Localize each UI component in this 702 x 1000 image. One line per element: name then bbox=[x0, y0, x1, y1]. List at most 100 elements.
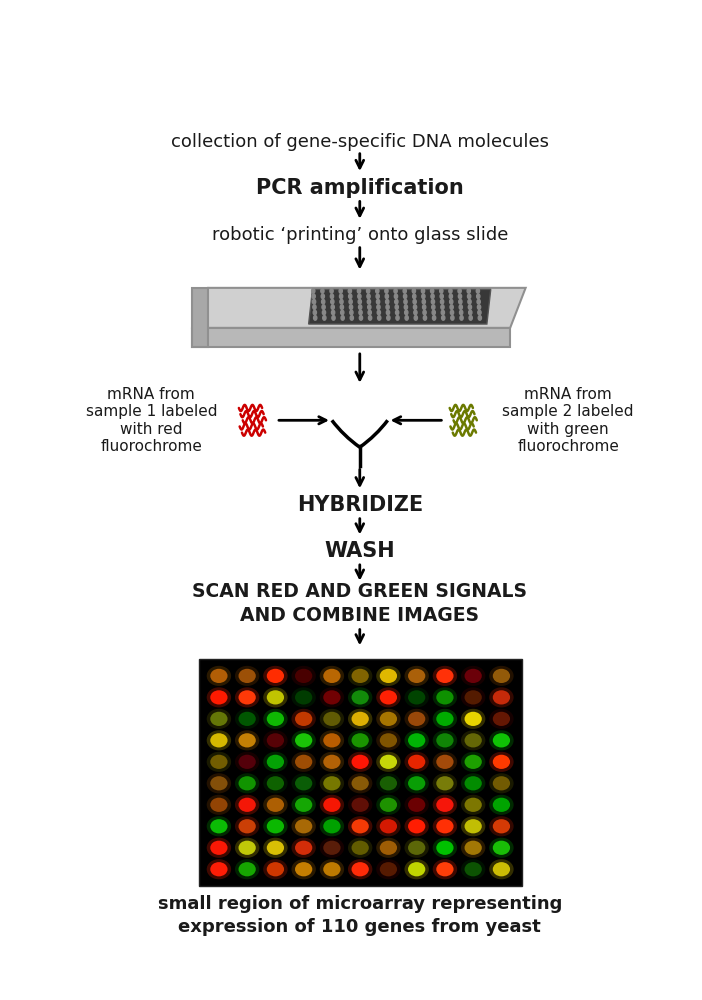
Ellipse shape bbox=[348, 666, 372, 686]
Ellipse shape bbox=[352, 690, 369, 705]
Ellipse shape bbox=[465, 776, 482, 790]
Ellipse shape bbox=[206, 795, 231, 815]
Circle shape bbox=[313, 310, 317, 315]
Ellipse shape bbox=[319, 752, 344, 772]
Ellipse shape bbox=[436, 733, 453, 747]
Ellipse shape bbox=[380, 819, 397, 833]
Ellipse shape bbox=[461, 795, 485, 815]
Ellipse shape bbox=[408, 776, 425, 790]
Circle shape bbox=[458, 299, 462, 304]
Circle shape bbox=[477, 299, 480, 304]
Circle shape bbox=[331, 299, 334, 304]
Circle shape bbox=[323, 316, 326, 320]
Ellipse shape bbox=[323, 733, 340, 747]
Circle shape bbox=[349, 299, 352, 304]
Polygon shape bbox=[192, 288, 208, 347]
Circle shape bbox=[451, 316, 454, 320]
Ellipse shape bbox=[489, 816, 514, 836]
Circle shape bbox=[449, 299, 453, 304]
Ellipse shape bbox=[291, 709, 316, 729]
Circle shape bbox=[422, 294, 425, 299]
Circle shape bbox=[477, 294, 480, 299]
Circle shape bbox=[468, 294, 471, 299]
Ellipse shape bbox=[263, 752, 288, 772]
Ellipse shape bbox=[465, 690, 482, 705]
Circle shape bbox=[357, 289, 361, 293]
Ellipse shape bbox=[348, 795, 372, 815]
Ellipse shape bbox=[235, 838, 259, 858]
Circle shape bbox=[376, 299, 380, 304]
Ellipse shape bbox=[348, 816, 372, 836]
Ellipse shape bbox=[348, 687, 372, 707]
Ellipse shape bbox=[436, 841, 453, 855]
Ellipse shape bbox=[380, 690, 397, 705]
Ellipse shape bbox=[319, 709, 344, 729]
Ellipse shape bbox=[376, 838, 401, 858]
Ellipse shape bbox=[489, 709, 514, 729]
Ellipse shape bbox=[493, 669, 510, 683]
Text: collection of gene-specific DNA molecules: collection of gene-specific DNA molecule… bbox=[171, 133, 549, 151]
Ellipse shape bbox=[493, 776, 510, 790]
Circle shape bbox=[332, 316, 335, 320]
Ellipse shape bbox=[267, 690, 284, 705]
Ellipse shape bbox=[380, 841, 397, 855]
Ellipse shape bbox=[352, 712, 369, 726]
Circle shape bbox=[423, 305, 426, 309]
Ellipse shape bbox=[380, 755, 397, 769]
Ellipse shape bbox=[348, 838, 372, 858]
Ellipse shape bbox=[404, 666, 429, 686]
Circle shape bbox=[404, 305, 408, 309]
Ellipse shape bbox=[404, 773, 429, 793]
Ellipse shape bbox=[239, 755, 256, 769]
Ellipse shape bbox=[323, 841, 340, 855]
Ellipse shape bbox=[235, 709, 259, 729]
Ellipse shape bbox=[380, 798, 397, 812]
Ellipse shape bbox=[465, 733, 482, 747]
Circle shape bbox=[478, 316, 482, 320]
Circle shape bbox=[331, 294, 333, 299]
Ellipse shape bbox=[376, 666, 401, 686]
Ellipse shape bbox=[493, 819, 510, 833]
Ellipse shape bbox=[436, 690, 453, 705]
Circle shape bbox=[376, 294, 379, 299]
Ellipse shape bbox=[352, 755, 369, 769]
Ellipse shape bbox=[465, 819, 482, 833]
Ellipse shape bbox=[461, 752, 485, 772]
Ellipse shape bbox=[235, 730, 259, 750]
Circle shape bbox=[367, 294, 370, 299]
Ellipse shape bbox=[436, 819, 453, 833]
Circle shape bbox=[378, 316, 381, 320]
Ellipse shape bbox=[323, 862, 340, 876]
Ellipse shape bbox=[267, 755, 284, 769]
Circle shape bbox=[340, 299, 343, 304]
Circle shape bbox=[331, 305, 334, 309]
Circle shape bbox=[414, 316, 418, 320]
Ellipse shape bbox=[267, 712, 284, 726]
Ellipse shape bbox=[319, 773, 344, 793]
Ellipse shape bbox=[376, 709, 401, 729]
Ellipse shape bbox=[295, 733, 312, 747]
Ellipse shape bbox=[239, 819, 256, 833]
Ellipse shape bbox=[319, 795, 344, 815]
Circle shape bbox=[421, 289, 425, 293]
Ellipse shape bbox=[348, 859, 372, 879]
Ellipse shape bbox=[263, 795, 288, 815]
Ellipse shape bbox=[465, 798, 482, 812]
Circle shape bbox=[432, 316, 436, 320]
Circle shape bbox=[359, 310, 362, 315]
Ellipse shape bbox=[404, 730, 429, 750]
Circle shape bbox=[331, 310, 335, 315]
Ellipse shape bbox=[489, 730, 514, 750]
Ellipse shape bbox=[432, 687, 457, 707]
Text: small region of microarray representing
expression of 110 genes from yeast: small region of microarray representing … bbox=[157, 895, 562, 936]
Ellipse shape bbox=[235, 773, 259, 793]
Bar bbox=[199, 659, 522, 886]
Ellipse shape bbox=[267, 798, 284, 812]
Ellipse shape bbox=[295, 690, 312, 705]
Circle shape bbox=[314, 316, 317, 320]
Ellipse shape bbox=[352, 862, 369, 876]
Ellipse shape bbox=[239, 669, 256, 683]
Ellipse shape bbox=[380, 669, 397, 683]
Ellipse shape bbox=[267, 819, 284, 833]
Text: mRNA from
sample 1 labeled
with red
fluorochrome: mRNA from sample 1 labeled with red fluo… bbox=[86, 387, 217, 454]
